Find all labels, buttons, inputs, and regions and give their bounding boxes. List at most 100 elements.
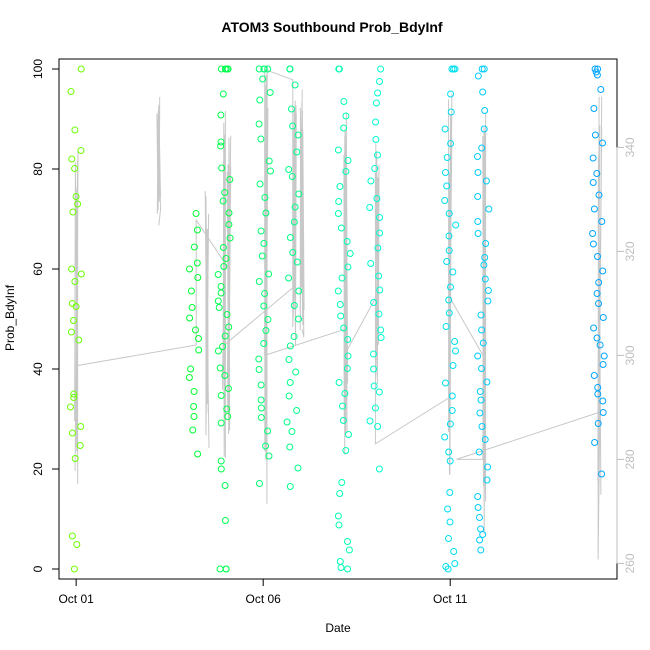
data-point <box>255 65 263 73</box>
data-point <box>286 379 294 386</box>
data-point <box>345 431 352 438</box>
y-axis-label: Prob_BdyInf <box>3 284 17 351</box>
data-point <box>260 302 268 310</box>
data-point <box>290 218 298 226</box>
data-point <box>217 392 225 399</box>
data-point <box>444 505 452 513</box>
data-point <box>595 300 602 307</box>
data-point <box>445 309 453 317</box>
data-point <box>589 154 597 162</box>
data-point <box>484 463 492 471</box>
data-point <box>376 78 383 85</box>
data-point <box>259 75 267 83</box>
data-point <box>226 176 234 183</box>
data-point <box>594 253 601 260</box>
data-point <box>593 334 601 342</box>
data-point <box>70 390 78 398</box>
data-point <box>595 279 603 286</box>
data-point <box>342 168 350 175</box>
data-point <box>375 388 383 396</box>
data-point <box>476 409 484 417</box>
data-point <box>479 531 487 538</box>
data-point <box>257 396 265 404</box>
data-point <box>370 365 378 373</box>
data-point <box>75 336 83 344</box>
data-point <box>190 243 198 251</box>
data-point <box>187 365 195 373</box>
data-point <box>77 65 85 73</box>
y-axis-left: 0 20 40 60 80 100 <box>31 59 60 572</box>
data-point <box>195 335 202 342</box>
data-point <box>260 340 268 347</box>
data-point <box>479 339 487 347</box>
data-point <box>334 512 342 520</box>
data-point <box>477 546 485 554</box>
data-point <box>599 267 607 275</box>
data-point <box>449 362 457 369</box>
line-connector <box>76 68 599 460</box>
data-point <box>599 139 606 147</box>
data-point <box>72 303 80 310</box>
data-point <box>344 352 352 360</box>
data-point <box>256 180 264 188</box>
data-point <box>214 271 222 278</box>
data-point <box>370 299 378 306</box>
data-point <box>478 144 486 152</box>
data-point <box>264 65 272 73</box>
line-segment <box>597 96 603 560</box>
data-point <box>286 483 294 490</box>
data-point <box>265 157 273 165</box>
data-point <box>598 218 606 225</box>
data-point <box>483 476 491 484</box>
data-point <box>257 381 265 389</box>
data-point <box>442 169 449 176</box>
data-point <box>591 131 599 139</box>
data-point <box>285 274 293 282</box>
data-point <box>67 328 75 336</box>
data-point <box>344 538 351 545</box>
data-point <box>286 443 294 451</box>
data-point <box>370 382 378 390</box>
y2-tick-label: 280 <box>623 449 637 469</box>
data-point <box>256 96 264 104</box>
data-point <box>336 301 344 308</box>
data-point <box>289 122 297 130</box>
data-point <box>186 314 194 322</box>
data-point <box>346 250 354 257</box>
data-point <box>222 255 230 262</box>
data-point <box>224 413 232 420</box>
data-point <box>446 518 454 526</box>
data-point <box>474 153 481 160</box>
data-point <box>590 372 598 379</box>
data-point <box>217 419 225 427</box>
data-point <box>598 470 606 478</box>
data-point <box>446 489 454 496</box>
data-point <box>190 403 198 410</box>
x-tick-label: Oct 06 <box>246 592 282 606</box>
data-point <box>478 365 485 372</box>
line-segment <box>74 150 79 484</box>
data-point <box>224 385 232 392</box>
data-point <box>480 125 488 133</box>
data-point <box>295 287 303 295</box>
data-point <box>338 479 346 486</box>
data-point <box>599 361 607 368</box>
chart-title: ATOM3 Southbound Prob_BdyInf <box>221 19 442 35</box>
data-point <box>294 131 302 139</box>
data-point <box>267 167 274 175</box>
data-point <box>290 333 298 340</box>
data-point <box>445 247 453 254</box>
y2-tick-label: 340 <box>623 137 637 157</box>
data-point <box>340 98 348 105</box>
data-point <box>445 232 453 240</box>
line-segment <box>343 112 349 455</box>
data-point <box>217 457 225 465</box>
data-point <box>187 287 195 295</box>
y-tick-label: 0 <box>31 565 45 572</box>
data-point <box>185 374 193 381</box>
data-point <box>372 99 380 107</box>
data-point <box>341 390 349 397</box>
data-point <box>337 564 345 571</box>
line-segment <box>226 135 232 435</box>
data-point <box>68 265 76 273</box>
